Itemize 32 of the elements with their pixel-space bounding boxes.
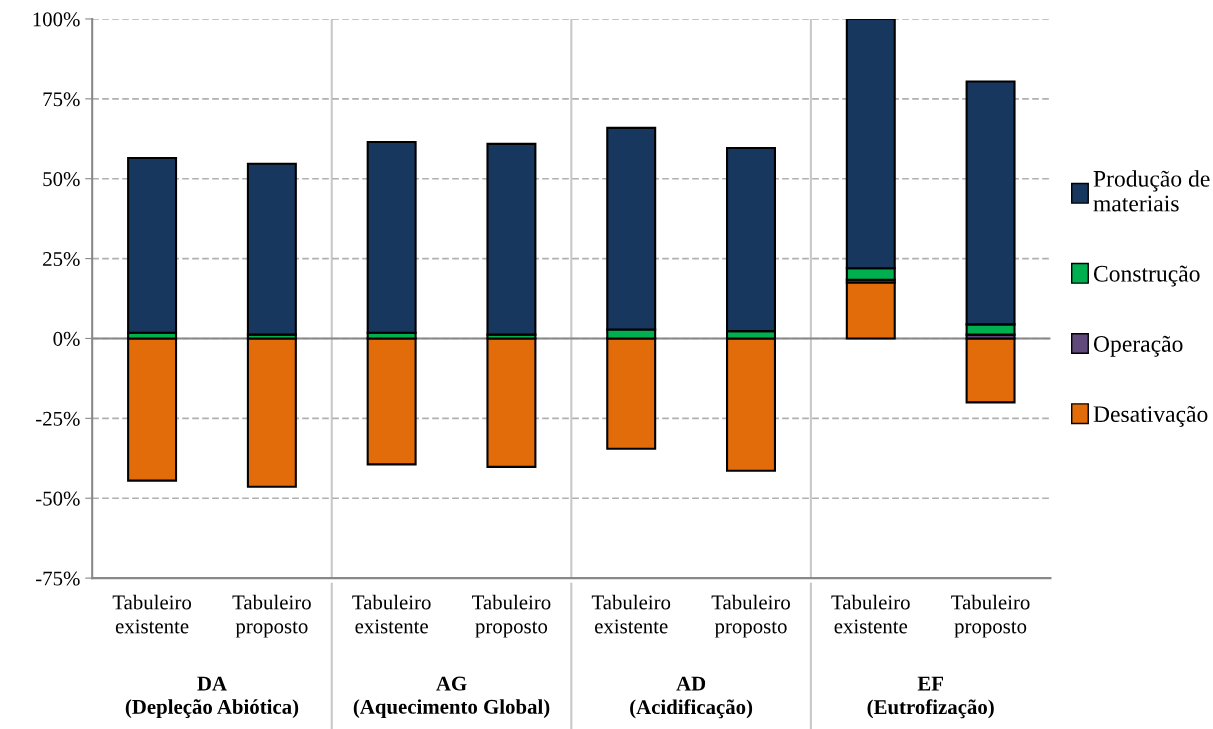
bar (246, 337, 297, 488)
bar (486, 142, 537, 336)
x-tick-label: Tabuleiro proposto (232, 594, 311, 638)
y-tick-label: 75% (43, 92, 80, 107)
x-tick-label: Tabuleiro existente (831, 594, 910, 634)
y-tick-label: -25% (36, 411, 80, 426)
y-tick-label: 0% (53, 331, 80, 346)
bar (845, 281, 896, 340)
legend-label: Construção (1093, 265, 1200, 287)
bar (127, 337, 178, 482)
text: AG (Aquecimento Global) (353, 676, 550, 719)
x-tick-label: Tabuleiro proposto (472, 594, 551, 638)
x-tick-label: Tabuleiro existente (352, 594, 431, 634)
legend-label: Operação (1093, 335, 1183, 357)
y-tick-label: -75% (36, 571, 80, 586)
x-tick-label: Tabuleiro existente (591, 594, 671, 634)
x-tick-label: Tabuleiro proposto (711, 594, 790, 638)
text: AD (Acidificação) (630, 676, 753, 719)
y-tick-label: -50% (36, 491, 80, 506)
text: DA (Depleção Abiótica) (125, 676, 299, 719)
y-tick-label: 50% (43, 172, 80, 187)
bar (965, 337, 1016, 404)
x-tick-label: Tabuleiro proposto (951, 594, 1030, 638)
legend-label: Desativação (1093, 405, 1208, 427)
y-tick-label: 25% (43, 251, 80, 267)
bar (246, 162, 297, 336)
bar (366, 337, 417, 466)
text: EF (Eutrofização) (867, 676, 994, 719)
x-tick-label: Tabuleiro existente (112, 594, 192, 634)
legend-label: Produção de materiais (1093, 170, 1210, 212)
bar (486, 337, 537, 468)
y-tick-label: 100% (33, 12, 80, 27)
